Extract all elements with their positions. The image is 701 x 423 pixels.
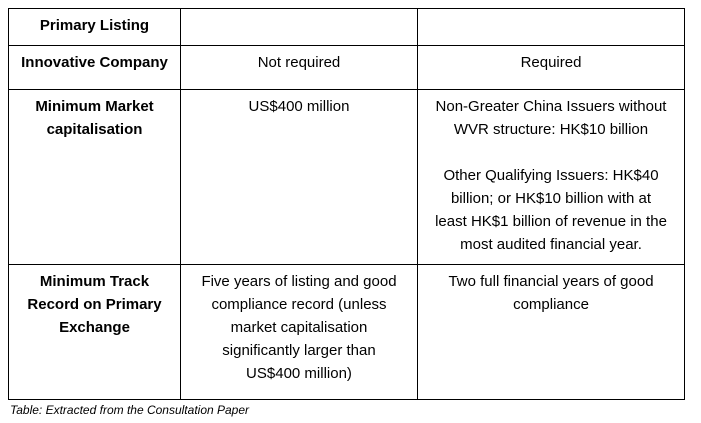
row-header-minimum-track-record: Minimum Track Record on Primary Exchange xyxy=(8,264,181,400)
row-header-innovative-company: Innovative Company xyxy=(8,45,181,90)
row-header-minimum-market-cap: Minimum Market capitalisation xyxy=(8,89,181,265)
cell-primary-listing-qualifying xyxy=(417,8,685,46)
cell-minimum-market-cap-standard: US$400 million xyxy=(180,89,418,265)
listing-requirements-table: Primary Listing Innovative Company Not r… xyxy=(8,8,685,400)
cell-minimum-market-cap-qualifying: Non-Greater China Issuers without WVR st… xyxy=(417,89,685,265)
cell-primary-listing-standard xyxy=(180,8,418,46)
table-row-minimum-market-cap: Minimum Market capitalisation US$400 mil… xyxy=(8,89,685,265)
cell-minimum-track-record-standard: Five years of listing and good complianc… xyxy=(180,264,418,400)
cell-innovative-company-standard: Not required xyxy=(180,45,418,90)
cell-innovative-company-qualifying: Required xyxy=(417,45,685,90)
row-header-primary-listing: Primary Listing xyxy=(8,8,181,46)
table-row-minimum-track-record: Minimum Track Record on Primary Exchange… xyxy=(8,264,685,400)
table-caption: Table: Extracted from the Consultation P… xyxy=(10,403,250,417)
table-row-innovative-company: Innovative Company Not required Required xyxy=(8,45,685,90)
cell-minimum-track-record-qualifying: Two full financial years of good complia… xyxy=(417,264,685,400)
table-row-primary-listing: Primary Listing xyxy=(8,8,685,46)
